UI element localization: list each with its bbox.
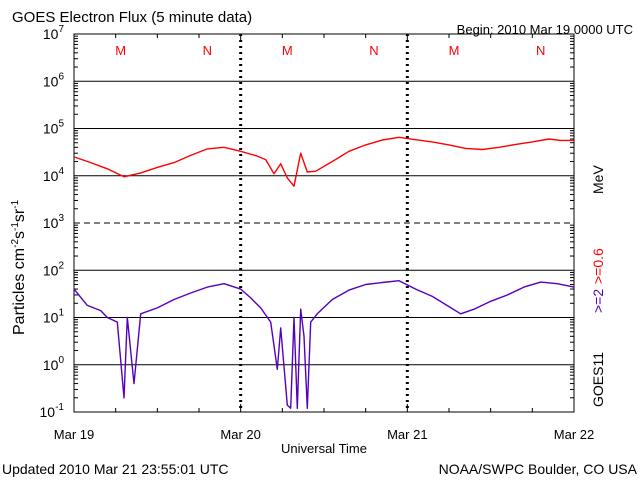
marker-n: N bbox=[203, 43, 212, 58]
y-tick-label: 107 bbox=[43, 24, 65, 42]
begin-date: Begin: 2010 Mar 19 0000 UTC bbox=[457, 22, 633, 37]
x-tick-label: Mar 20 bbox=[220, 427, 260, 442]
marker-n: N bbox=[536, 43, 545, 58]
marker-m: M bbox=[282, 43, 293, 58]
y-tick-label: 100 bbox=[43, 355, 65, 373]
series-line-0 bbox=[73, 136, 574, 187]
grid-lines bbox=[73, 34, 575, 412]
right-label-unit: MeV bbox=[590, 165, 606, 194]
x-axis-label: Universal Time bbox=[281, 441, 367, 456]
y-tick-label: 103 bbox=[43, 213, 65, 231]
x-tick-label: Mar 22 bbox=[554, 427, 594, 442]
series-line-1 bbox=[73, 280, 575, 409]
updated-timestamp: Updated 2010 Mar 21 23:55:01 UTC bbox=[2, 461, 228, 477]
y-axis-label: Particles cm-2s-1sr-1 bbox=[10, 199, 28, 335]
y-tick-label: 105 bbox=[43, 119, 65, 137]
y-tick-label: 102 bbox=[43, 260, 65, 278]
y-tick-label: 101 bbox=[43, 308, 65, 326]
right-label-purple: >=2 bbox=[590, 289, 606, 313]
y-tick-labels: 107 106 105 104 103 102 101 100 10-1 bbox=[40, 24, 65, 420]
right-label-goes11: GOES11 bbox=[590, 352, 606, 407]
series-lines bbox=[73, 136, 575, 409]
data-source: NOAA/SWPC Boulder, CO USA bbox=[439, 461, 638, 477]
y-tick-label: 10-1 bbox=[40, 402, 65, 420]
y-tick-label: 104 bbox=[43, 166, 65, 184]
x-tick-labels: Mar 19 Mar 20 Mar 21 Mar 22 bbox=[54, 427, 594, 442]
marker-m: M bbox=[115, 43, 126, 58]
chart-title: GOES Electron Flux (5 minute data) bbox=[12, 9, 252, 26]
marker-n: N bbox=[369, 43, 378, 58]
x-tick-label: Mar 19 bbox=[54, 427, 94, 442]
x-tick-label: Mar 21 bbox=[387, 427, 427, 442]
right-label-red: >=0.6 bbox=[590, 248, 606, 284]
marker-m: M bbox=[449, 43, 460, 58]
y-tick-label: 106 bbox=[43, 71, 65, 89]
